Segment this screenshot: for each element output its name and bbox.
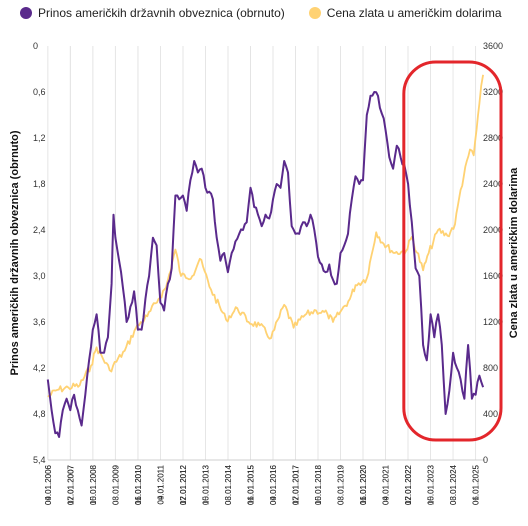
x-tick-label: 01.01.2015	[246, 464, 255, 505]
x-tick-label: 02.01.2022	[404, 464, 413, 505]
x-tick-label: 02.01.2017	[291, 464, 300, 505]
x-tick-label: 08.01.2019	[337, 464, 346, 505]
left-tick-label: 1,8	[33, 179, 46, 189]
right-axis-title: Cena zlata u američkim dolarima	[508, 167, 520, 338]
x-tick-label: 05.01.2018	[314, 464, 323, 505]
x-tick-label: 01.01.2020	[359, 464, 368, 505]
right-tick-label: 2000	[483, 225, 503, 235]
x-tick-label: 04.01.2011	[156, 464, 165, 504]
legend-item-gold: Cena zlata u američkim dolarima	[308, 6, 502, 20]
left-tick-label: 0	[33, 41, 38, 51]
x-tick-label: 07.01.2022	[404, 464, 413, 505]
x-tick-label: 03.01.2024	[449, 464, 458, 505]
x-tick-label: 08.01.2014	[224, 464, 233, 505]
chart-grid	[47, 46, 477, 460]
legend-label-gold: Cena zlata u američkim dolarima	[326, 6, 502, 20]
x-tick-label: 10.01.2013	[201, 464, 210, 505]
left-tick-label: 4,8	[33, 409, 46, 419]
x-tick-label: 11.01.2015	[246, 464, 255, 504]
legend-swatch-treasury	[20, 7, 32, 19]
right-tick-label: 3200	[483, 87, 503, 97]
right-tick-label: 1200	[483, 317, 503, 327]
x-tick-label: 01.01.2010	[134, 464, 143, 505]
right-tick-label: 400	[483, 409, 498, 419]
x-tick-label: 09.01.2021	[382, 464, 391, 505]
x-tick-label: 04.01.2016	[269, 464, 278, 505]
x-tick-label: 09.01.2016	[269, 464, 278, 505]
x-tick-label: 12.01.2022	[404, 464, 413, 505]
x-tick-label: 10.01.2008	[89, 464, 98, 505]
left-tick-label: 1,2	[33, 133, 46, 143]
x-tick-label: 08.01.2009	[111, 464, 120, 505]
x-tick-label: 07.01.2017	[291, 464, 300, 505]
x-tick-label: 06.01.2025	[472, 464, 481, 505]
x-tick-label: 10.01.2023	[427, 464, 436, 505]
x-tick-label: 01.01.2025	[472, 464, 481, 505]
left-tick-label: 5,4	[33, 455, 46, 465]
right-tick-label: 2800	[483, 133, 503, 143]
x-tick-label: 05.01.2013	[201, 464, 210, 505]
left-axis-ticks: 0 0,6 1,2 1,8 2,4 3,0 3,6 4,2 4,8 5,4	[33, 41, 46, 465]
x-tick-label: 06.01.2020	[359, 464, 368, 505]
right-tick-label: 1600	[483, 271, 503, 281]
x-tick-label: 07.01.2012	[179, 464, 188, 505]
x-tick-label: 07.01.2007	[66, 464, 75, 505]
x-tick-label: 12.01.2012	[179, 464, 188, 505]
left-tick-label: 4,2	[33, 363, 46, 373]
right-tick-label: 2400	[483, 179, 503, 189]
left-tick-label: 0,6	[33, 87, 46, 97]
x-tick-label: 09.01.2011	[156, 464, 165, 504]
right-axis-ticks: 0 400 800 1200 1600 2000 2400 2800 3200 3600	[483, 41, 503, 465]
x-tick-label: 03.01.2014	[224, 464, 233, 505]
x-tick-label: 08.01.2024	[449, 464, 458, 505]
x-tick-label: 02.01.2007	[66, 464, 75, 505]
x-tick-label: 03.01.2009	[111, 464, 120, 505]
x-tick-label: 12.01.2017	[291, 464, 300, 505]
series-line-gold-price	[47, 74, 484, 398]
x-tick-label: 05.01.2008	[89, 464, 98, 505]
x-tick-label: 12.01.2007	[66, 464, 75, 505]
highlight-box	[402, 60, 503, 442]
x-tick-label: 04.01.2006	[44, 464, 53, 505]
x-tick-label: 04.01.2021	[382, 464, 391, 505]
chart-legend: Prinos američkih državnih obveznica (obr…	[20, 6, 502, 20]
x-tick-label: 09.01.2006	[44, 464, 53, 505]
left-tick-label: 2,4	[33, 225, 46, 235]
left-tick-label: 3,6	[33, 317, 46, 327]
right-tick-label: 800	[483, 363, 498, 373]
x-tick-label: 05.01.2023	[427, 464, 436, 505]
left-axis-title: Prinos američkih državnih obveznica (obr…	[9, 130, 21, 375]
left-tick-label: 3,0	[33, 271, 46, 281]
legend-label-treasury: Prinos američkih državnih obveznica (obr…	[38, 6, 285, 20]
x-tick-label: 10.01.2018	[314, 464, 323, 505]
legend-swatch-gold	[308, 7, 321, 19]
series-line-treasury-yield	[46, 91, 485, 438]
x-tick-label: 02.01.2012	[179, 464, 188, 505]
x-tick-label: 06.01.2015	[246, 464, 255, 505]
x-tick-label: 06.01.2010	[134, 464, 143, 505]
x-tick-label: 03.01.2019	[337, 464, 346, 505]
right-tick-label: 3600	[483, 41, 503, 51]
x-tick-label: 11.01.2010	[134, 464, 143, 504]
legend-item-treasury: Prinos američkih državnih obveznica (obr…	[20, 6, 285, 20]
right-tick-label: 0	[483, 455, 488, 465]
x-tick-label: 11.01.2020	[359, 464, 368, 504]
